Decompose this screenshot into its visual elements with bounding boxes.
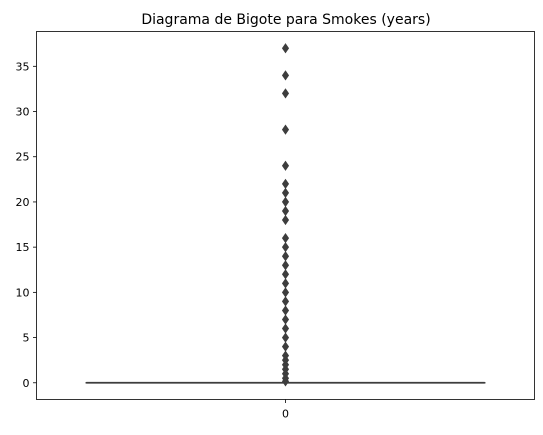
outlier-point	[281, 314, 290, 325]
y-tick-label: 5	[23, 332, 30, 345]
outlier-point	[281, 43, 290, 54]
outlier-point	[281, 196, 290, 208]
outlier-point	[281, 323, 290, 334]
outlier-point	[281, 214, 290, 226]
y-tick-label: 0	[23, 377, 30, 390]
y-tick-label: 35	[16, 60, 30, 73]
outlier-point	[281, 332, 290, 343]
y-tick-label: 10	[16, 286, 30, 299]
y-tick-label: 25	[16, 151, 30, 164]
outlier-point	[281, 178, 290, 189]
outlier-point	[281, 287, 290, 298]
x-axis: 0	[282, 399, 289, 421]
y-axis: 0 5 10 15 20 25 30 35	[16, 60, 37, 390]
y-tick-label: 30	[16, 106, 30, 119]
outlier-point	[281, 260, 290, 271]
outlier-point	[281, 341, 290, 352]
outlier-point	[281, 205, 290, 217]
outlier-point	[281, 305, 290, 316]
outlier-point	[281, 232, 290, 244]
outlier-point	[281, 242, 290, 253]
outlier-point	[281, 70, 290, 81]
y-tick-label: 15	[16, 241, 30, 254]
outlier-point	[281, 296, 290, 307]
outlier-point	[281, 251, 290, 262]
outlier-point	[281, 88, 290, 99]
outlier-point	[281, 278, 290, 289]
outlier-point	[281, 350, 290, 361]
outlier-point	[281, 124, 290, 135]
outlier-group	[281, 43, 290, 387]
outlier-point	[281, 160, 290, 171]
outlier-point	[281, 269, 290, 280]
x-tick-label: 0	[282, 408, 289, 421]
chart-title: Diagrama de Bigote para Smokes (years)	[141, 12, 430, 28]
outlier-point	[281, 187, 290, 199]
y-tick-label: 20	[16, 196, 30, 209]
